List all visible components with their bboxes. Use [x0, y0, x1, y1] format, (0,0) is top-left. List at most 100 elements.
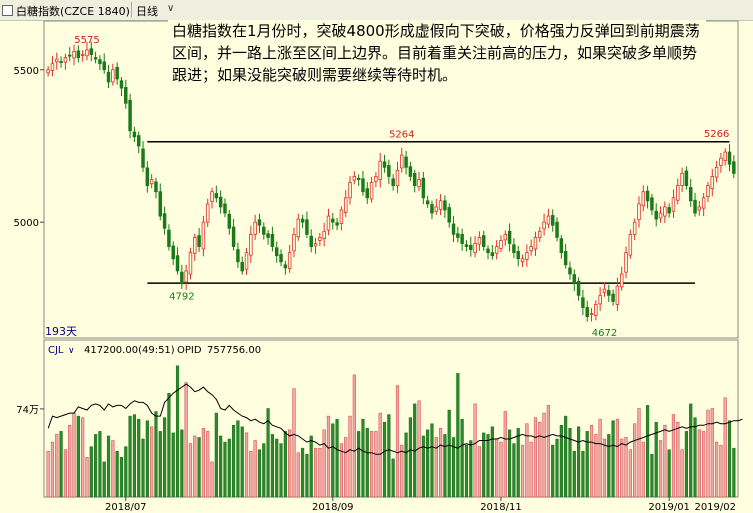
price-annotation: 4792	[169, 292, 194, 303]
candle-body	[456, 233, 460, 238]
candle-body	[244, 252, 249, 270]
volume-bar	[408, 417, 412, 498]
volume-bar	[538, 421, 542, 498]
volume-bar	[421, 435, 425, 498]
candle-body	[391, 178, 395, 186]
candle-body	[434, 206, 439, 212]
period-dropdown-icon[interactable]: ∨	[167, 3, 175, 14]
candle-body	[602, 288, 607, 293]
candle-body	[184, 270, 188, 283]
candle-body	[154, 181, 158, 193]
candle-body	[637, 203, 641, 221]
candle-body	[89, 48, 94, 55]
volume-bar	[520, 444, 525, 498]
candle-body	[658, 212, 663, 219]
candle-body	[598, 294, 602, 305]
volume-bar	[279, 443, 283, 498]
trend-lines	[147, 140, 730, 284]
oi-label: OPID	[177, 345, 202, 356]
candle-body	[624, 252, 628, 273]
candle-body	[563, 251, 568, 266]
price-annotation: 5575	[74, 35, 99, 46]
volume-bar	[581, 450, 585, 498]
volume-bar	[395, 385, 400, 498]
period-selector[interactable]: 日线	[136, 5, 158, 18]
volume-tick-label: 74万	[16, 405, 39, 416]
volume-bar	[732, 447, 736, 498]
candle-body	[322, 230, 326, 240]
volume-bar	[641, 441, 645, 498]
candle-body	[270, 233, 275, 247]
candle-body	[167, 229, 171, 247]
candle-body	[425, 200, 430, 205]
candle-body	[559, 238, 564, 254]
candle-body	[538, 230, 542, 238]
candle-body	[663, 206, 667, 217]
volume-bar	[270, 434, 274, 498]
candle-body	[374, 176, 378, 182]
candle-body	[115, 66, 119, 80]
volume-panel-frame	[43, 339, 739, 498]
candle-body	[490, 252, 495, 257]
volume-bar	[447, 409, 451, 498]
volume-label: CJL	[48, 345, 64, 356]
volume-bar	[262, 443, 266, 498]
volume-bar	[710, 408, 714, 498]
window-menu-icon[interactable]	[2, 5, 13, 16]
candle-body	[158, 191, 163, 217]
volume-bar	[309, 435, 313, 498]
volume-bar	[361, 418, 365, 498]
volume-bar	[516, 428, 520, 498]
price-annotation: 4672	[592, 328, 617, 339]
volume-bar	[585, 431, 589, 498]
candle-body	[352, 176, 357, 181]
volume-bar	[615, 418, 619, 498]
volume-bar	[499, 441, 503, 498]
volume-bar	[55, 434, 59, 498]
candle-body	[469, 244, 473, 251]
candle-body	[611, 293, 615, 302]
open-interest-path	[47, 383, 743, 455]
volume-bar	[689, 403, 693, 498]
volume-bar	[59, 431, 63, 498]
candle-body	[50, 63, 55, 71]
candle-body	[607, 290, 611, 296]
volume-bar	[201, 428, 205, 498]
volume-bar	[719, 444, 723, 498]
volume-bar	[197, 437, 201, 498]
volume-bar	[339, 443, 343, 498]
candle-body	[438, 200, 443, 210]
candle-body	[555, 221, 559, 238]
volume-bar	[706, 409, 710, 498]
candle-body	[421, 177, 426, 199]
volume-bar	[50, 441, 55, 498]
volume-bar	[378, 412, 382, 498]
price-annotation: 5266	[704, 129, 729, 140]
candles	[46, 41, 736, 322]
volume-bar	[607, 434, 611, 498]
volume-bar	[551, 444, 555, 498]
volume-bar	[288, 429, 292, 498]
volume-bar	[430, 423, 434, 498]
candle-body	[197, 235, 201, 247]
candle-body	[460, 233, 464, 244]
volume-bar	[102, 461, 106, 498]
candle-body	[693, 199, 697, 214]
volume-bar	[589, 425, 594, 498]
volume-bars	[46, 365, 736, 498]
candle-body	[430, 204, 434, 214]
volume-bar	[391, 458, 395, 498]
volume-bar	[637, 408, 641, 498]
volume-bar	[469, 440, 473, 498]
candle-body	[266, 233, 270, 238]
candle-body	[585, 307, 589, 318]
candle-body	[149, 179, 154, 185]
volume-bar	[89, 446, 93, 498]
candle-body	[292, 233, 296, 252]
volume-bar	[266, 408, 270, 498]
candle-body	[274, 247, 279, 257]
candle-body	[443, 200, 447, 211]
candle-body	[309, 235, 313, 247]
volume-bar	[301, 447, 305, 498]
